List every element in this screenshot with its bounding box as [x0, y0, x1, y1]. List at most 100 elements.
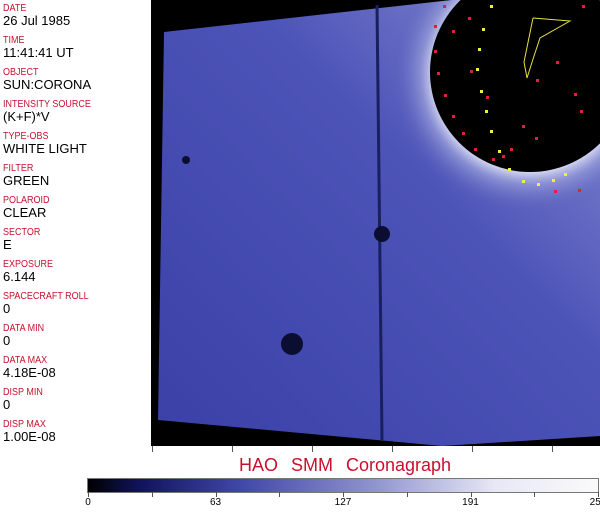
grid-marker	[578, 189, 581, 192]
grid-marker	[468, 17, 471, 20]
grid-marker	[478, 48, 481, 51]
field-label: DISP MAX	[3, 419, 46, 430]
field-label: SPACECRAFT ROLL	[3, 291, 89, 302]
colorbar-tick	[534, 492, 536, 497]
grid-marker	[556, 61, 559, 64]
field-label: FILTER	[3, 163, 34, 174]
grid-marker	[480, 90, 483, 93]
field-label: EXPOSURE	[3, 259, 54, 270]
field-value: GREEN	[3, 173, 50, 188]
field-object: OBJECT SUN:CORONA	[3, 67, 91, 92]
colorbar-label: 127	[334, 497, 352, 508]
field-value: 4.18E-08	[3, 365, 56, 380]
grid-marker	[582, 5, 585, 8]
grid-marker	[574, 93, 577, 96]
colorbar-tick	[406, 492, 408, 497]
grid-marker	[508, 168, 511, 171]
field-label: INTENSITY SOURCE	[3, 99, 91, 110]
field-label: TYPE-OBS	[3, 131, 49, 142]
instrument-title: HAO SMM Coronagraph	[238, 455, 452, 475]
grid-marker	[580, 110, 583, 113]
axis-tick	[152, 446, 153, 452]
field-disp-max: DISP MAX 1.00E-08	[3, 419, 56, 444]
field-spacecraft-roll: SPACECRAFT ROLL 0	[3, 291, 98, 316]
grid-marker	[482, 28, 485, 31]
grid-marker	[434, 25, 437, 28]
field-value: 11:41:41 UT	[3, 45, 74, 60]
field-data-max: DATA MAX 4.18E-08	[3, 355, 56, 380]
axis-tick	[312, 446, 313, 452]
colorbar-tick	[598, 492, 599, 497]
grid-marker	[564, 173, 567, 176]
grid-marker	[485, 110, 488, 113]
grid-marker	[502, 155, 505, 158]
colorbar-label: 255	[589, 497, 600, 508]
grid-marker	[552, 179, 555, 182]
field-value: 6.144	[3, 269, 36, 284]
grid-marker	[462, 132, 465, 135]
axis-tick	[392, 446, 393, 452]
field-label: DATE	[3, 3, 27, 14]
field-value: 0	[3, 333, 11, 348]
field-value: CLEAR	[3, 205, 47, 220]
field-value: E	[3, 237, 12, 252]
colorbar-label: 191	[462, 497, 479, 508]
grid-marker	[535, 137, 538, 140]
field-value: 0	[3, 301, 11, 316]
field-sector: SECTOR E	[3, 227, 45, 252]
grid-marker	[510, 148, 513, 151]
field-polaroid: POLAROID CLEAR	[3, 195, 55, 220]
colorbar-tick	[470, 492, 472, 497]
field-value: (K+F)*V	[3, 109, 50, 124]
grid-marker	[474, 148, 477, 151]
field-label: OBJECT	[3, 67, 39, 78]
colorbar-label: 0	[85, 497, 91, 508]
grid-marker	[498, 150, 501, 153]
grid-marker	[536, 79, 539, 82]
field-disp-min: DISP MIN 0	[3, 387, 47, 412]
grid-marker	[554, 190, 557, 193]
field-label: TIME	[3, 35, 25, 46]
field-filter: FILTER GREEN	[3, 163, 49, 188]
grid-marker	[490, 130, 493, 133]
field-label: DATA MIN	[3, 323, 45, 334]
field-data-min: DATA MIN 0	[3, 323, 49, 348]
coronagraph-image	[152, 0, 600, 446]
grid-marker	[522, 180, 525, 183]
colorbar-tick	[88, 492, 89, 497]
grid-marker	[443, 5, 446, 8]
field-value: 0	[3, 397, 11, 412]
field-value: 1.00E-08	[3, 429, 56, 444]
field-value: SUN:CORONA	[3, 77, 92, 92]
field-exposure: EXPOSURE 6.144	[3, 259, 59, 284]
grid-marker	[434, 50, 437, 53]
field-label: DATA MAX	[3, 355, 48, 366]
grid-marker	[437, 72, 440, 75]
field-label: DISP MIN	[3, 387, 43, 398]
grid-marker	[490, 5, 493, 8]
grid-marker	[470, 70, 473, 73]
colorbar-tick	[343, 492, 344, 497]
colorbar-tick	[215, 492, 217, 497]
grid-marker	[452, 30, 455, 33]
grid-marker	[444, 94, 447, 97]
field-type-obs: TYPE-OBS WHITE LIGHT	[3, 131, 87, 156]
axis-tick	[232, 446, 233, 452]
field-intensity-source: INTENSITY SOURCE (K+F)*V	[3, 99, 101, 124]
grid-marker	[476, 68, 479, 71]
grid-marker	[522, 125, 525, 128]
header-info-panel: DATE 26 Jul 1985 TIME 11:41:41 UT OBJECT SUN:…	[0, 0, 152, 446]
axis-tick	[552, 446, 553, 452]
colorbar	[87, 478, 599, 493]
field-value: 26 Jul 1985	[3, 13, 71, 28]
grid-marker	[486, 96, 489, 99]
field-value: WHITE LIGHT	[3, 141, 87, 156]
field-label: POLAROID	[3, 195, 50, 206]
grid-marker	[537, 183, 540, 186]
grid-marker	[452, 115, 455, 118]
field-time: TIME 11:41:41 UT	[3, 35, 74, 60]
colorbar-tick	[151, 492, 153, 497]
axis-tick	[472, 446, 473, 452]
field-date: DATE 26 Jul 1985	[3, 3, 70, 28]
colorbar-label: 63	[209, 497, 222, 508]
